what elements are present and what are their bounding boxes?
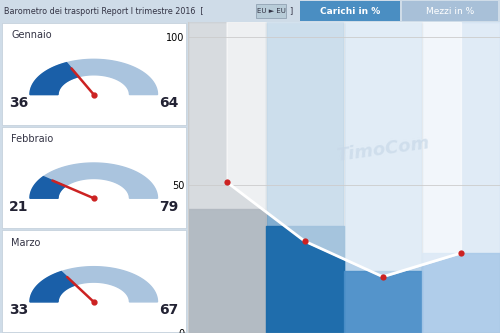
- FancyBboxPatch shape: [402, 1, 498, 21]
- FancyBboxPatch shape: [2, 230, 186, 332]
- Text: Carichi in %: Carichi in %: [320, 7, 380, 16]
- Polygon shape: [30, 163, 158, 198]
- Text: Febbraio: Febbraio: [11, 134, 53, 144]
- Text: 67: 67: [159, 303, 178, 317]
- Text: 21: 21: [10, 199, 29, 213]
- Text: 79: 79: [159, 199, 178, 213]
- Text: EU ► EU: EU ► EU: [256, 8, 286, 14]
- Text: 36: 36: [10, 96, 29, 110]
- Polygon shape: [30, 59, 158, 95]
- Text: Mezzi in %: Mezzi in %: [426, 7, 474, 16]
- Polygon shape: [30, 63, 78, 95]
- Text: 64: 64: [159, 96, 178, 110]
- Text: Gennaio: Gennaio: [11, 30, 52, 40]
- Polygon shape: [30, 272, 76, 302]
- FancyBboxPatch shape: [256, 4, 286, 18]
- Polygon shape: [30, 267, 158, 302]
- FancyBboxPatch shape: [300, 1, 400, 21]
- Text: Barometro dei trasporti Report I trimestre 2016  [: Barometro dei trasporti Report I trimest…: [4, 7, 203, 16]
- FancyBboxPatch shape: [2, 23, 186, 125]
- Text: TimoCom: TimoCom: [335, 134, 430, 165]
- Text: 33: 33: [10, 303, 29, 317]
- Text: ]: ]: [289, 7, 292, 16]
- Polygon shape: [30, 176, 66, 198]
- Text: Marzo: Marzo: [11, 238, 40, 248]
- FancyBboxPatch shape: [2, 127, 186, 228]
